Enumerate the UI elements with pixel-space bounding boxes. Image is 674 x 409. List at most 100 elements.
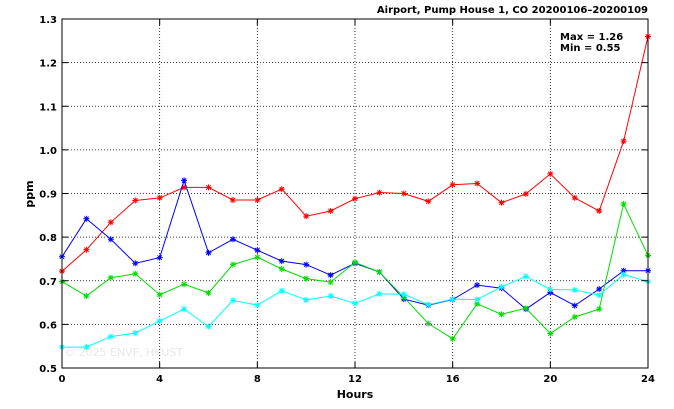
data-point [156,254,163,261]
data-point [83,215,90,222]
data-point [547,330,554,337]
data-point [156,291,163,298]
watermark: © 2025 ENVF, HKUST [64,346,183,359]
axis-ticks: 0.5 0.6 0.7 0.8 0.9 1.0 1.1 1.2 1.3 0 4 8 12 16 20 24 [39,15,655,385]
data-point [620,200,627,207]
data-point [83,344,90,351]
data-point [181,306,188,313]
data-point [498,311,505,318]
data-point [547,286,554,293]
data-point [83,246,90,253]
data-point [596,207,603,214]
data-point [205,249,212,256]
data-point [229,261,236,268]
x-tick-label: 20 [543,374,557,385]
data-point [425,320,432,327]
data-point [571,302,578,309]
data-point [352,300,358,307]
data-point [254,302,261,309]
y-axis-label: ppm [23,180,36,207]
data-point [547,289,554,296]
data-point [498,283,505,290]
y-tick-label: 0.9 [39,190,57,201]
x-axis-label: Hours [337,388,374,401]
data-point [498,199,505,206]
data-point [107,236,114,243]
y-tick-label: 0.5 [39,364,57,375]
data-point [474,180,481,187]
data-point [596,286,603,293]
data-point [474,296,481,303]
y-tick-label: 1.3 [39,15,57,26]
data-point [278,265,285,272]
data-point [229,297,236,304]
data-point [254,254,261,261]
data-point [278,186,285,193]
data-point [107,274,114,281]
data-point [620,138,627,145]
data-point [132,197,139,204]
series-3 [59,200,651,342]
data-point [474,300,481,307]
data-point [449,181,456,188]
x-tick-label: 12 [348,374,362,385]
data-point [303,213,310,220]
data-point [596,306,603,313]
data-point [571,194,578,201]
data-point [156,317,163,324]
data-point [83,293,90,300]
data-point [352,259,358,266]
data-point [400,294,407,301]
data-point [303,261,310,268]
x-tick-label: 16 [446,374,460,385]
data-point [425,301,432,308]
data-point [107,219,114,226]
series-group [59,33,651,351]
data-point [547,170,554,177]
x-tick-label: 0 [59,374,66,385]
data-point [107,333,114,340]
x-tick-label: 4 [156,374,163,385]
data-point [132,260,139,267]
data-point [303,275,310,282]
data-point [181,281,188,288]
data-point [156,194,163,201]
data-point [132,270,139,277]
data-point [400,291,407,298]
data-point [278,258,285,265]
data-point [376,290,383,297]
y-tick-label: 1.2 [39,59,57,70]
data-point [522,305,529,312]
data-point [352,195,358,202]
data-point [205,289,212,296]
x-tick-label: 8 [254,374,261,385]
data-point [132,330,139,337]
data-point [449,296,456,303]
data-point [620,271,627,278]
data-point [571,286,578,293]
y-tick-label: 1.1 [39,102,57,113]
data-point [522,190,529,197]
y-tick-label: 1.0 [39,146,57,157]
max-annotation: Max = 1.26 [560,32,623,43]
data-point [205,184,212,191]
data-point [181,177,188,184]
data-point [229,197,236,204]
data-point [278,287,285,294]
x-tick-label: 24 [641,374,655,385]
data-point [327,293,334,300]
data-point [425,198,432,205]
data-point [449,335,456,342]
data-point [181,184,188,191]
data-point [205,323,212,330]
series-1 [59,33,651,275]
data-point [596,292,603,299]
data-point [327,279,334,286]
data-point [254,197,261,204]
data-point [400,190,407,197]
grid [62,19,648,368]
data-point [522,273,529,280]
data-point [229,236,236,243]
data-point [474,282,481,289]
data-point [327,207,334,214]
